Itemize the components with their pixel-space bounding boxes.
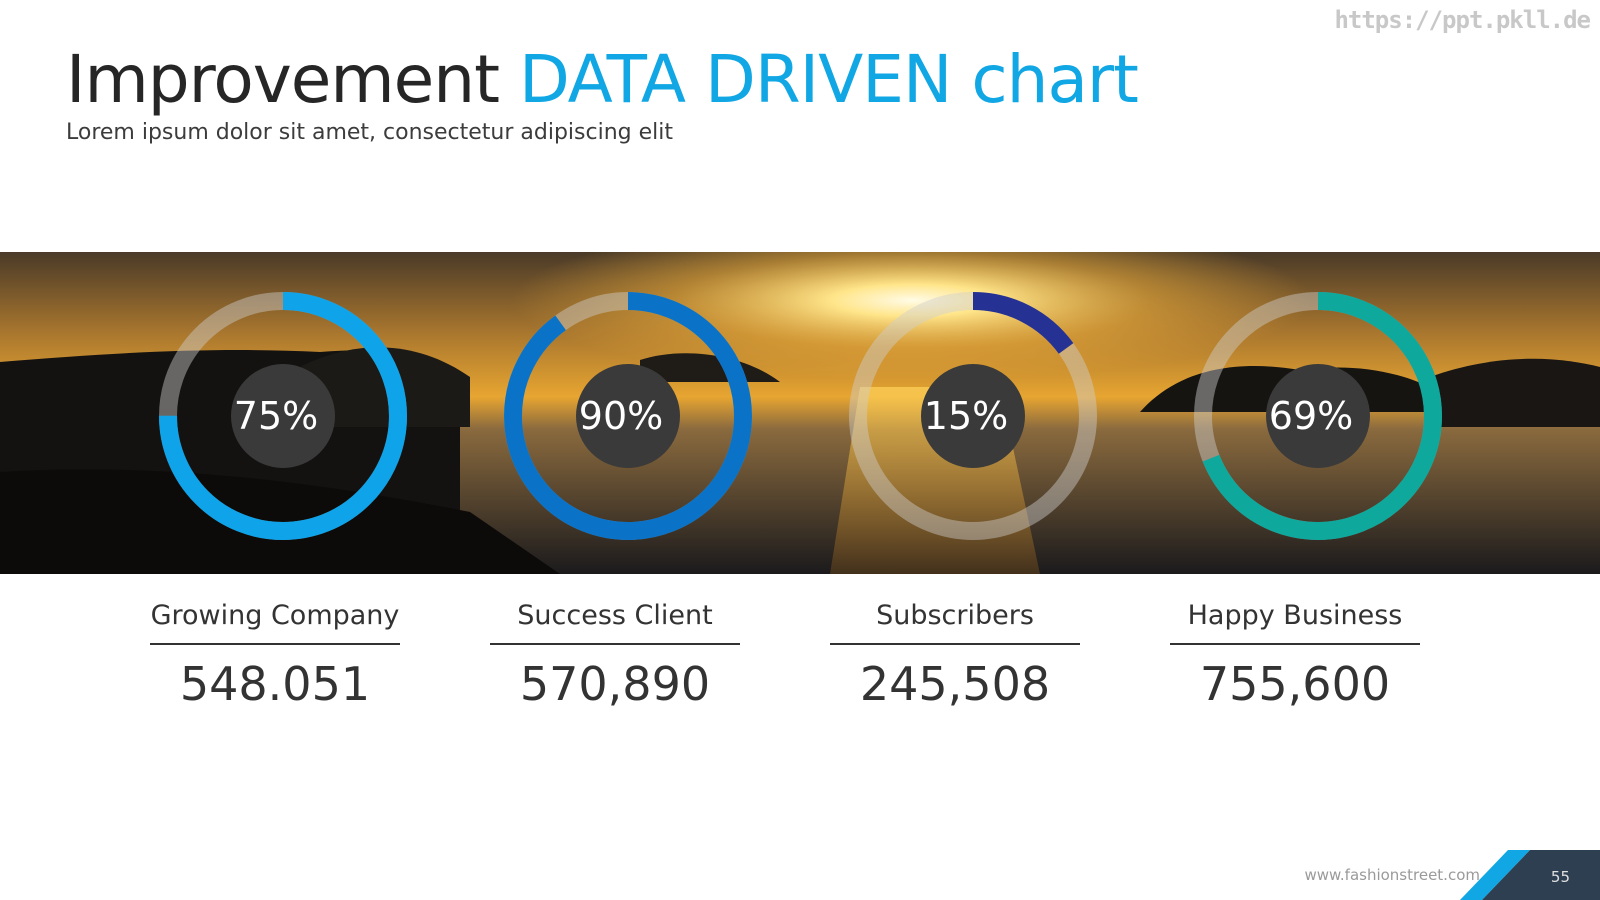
donut-center [231,364,335,468]
footer-url: www.fashionstreet.com [1304,866,1480,884]
donut-happy-business: 69% [1194,292,1442,540]
donut-growing-company: 75% [159,292,407,540]
donut-percent-label: 69% [1269,394,1353,438]
donut-subscribers: 15% [849,292,1097,540]
donut-success-client: 90% [504,292,752,540]
donut-center [576,364,680,468]
stat-value: 548.051 [179,657,371,711]
stats-row: Growing Company 548.051 Success Client 5… [0,600,1600,740]
donut-percent-label: 90% [579,394,663,438]
stat-success-client: Success Client 570,890 [490,600,740,711]
stat-value: 570,890 [519,657,711,711]
page-number: 55 [1550,868,1570,886]
stat-label: Happy Business [1170,600,1420,645]
donut-percent-label: 75% [234,394,318,438]
page-subtitle: Lorem ipsum dolor sit amet, consectetur … [66,120,673,145]
stat-growing-company: Growing Company 548.051 [150,600,400,711]
donut-value-arc [1194,292,1442,540]
stat-label: Success Client [490,600,740,645]
page-title: Improvement DATA DRIVEN chart [66,41,1139,118]
donut-center [1266,364,1370,468]
donut-value-arc [159,292,407,540]
corner-decoration [1460,850,1600,900]
donut-center [921,364,1025,468]
title-accent: DATA DRIVEN chart [518,41,1139,118]
donut-rings: 75% 90% 15% 69% [159,292,1442,540]
watermark-text: https://ppt.pkll.de [1334,6,1591,34]
stat-label: Growing Company [150,600,400,645]
stat-value: 755,600 [1199,657,1391,711]
stat-value: 245,508 [859,657,1051,711]
stat-subscribers: Subscribers 245,508 [830,600,1080,711]
title-main: Improvement [66,41,500,118]
stat-happy-business: Happy Business 755,600 [1170,600,1420,711]
stat-label: Subscribers [830,600,1080,645]
donut-chart: 75% 90% 15% 69% [0,252,1600,574]
donut-percent-label: 15% [924,394,1008,438]
sunset-banner: 75% 90% 15% 69% [0,252,1600,574]
donut-value-arc [849,292,1097,540]
donut-value-arc [504,292,752,540]
